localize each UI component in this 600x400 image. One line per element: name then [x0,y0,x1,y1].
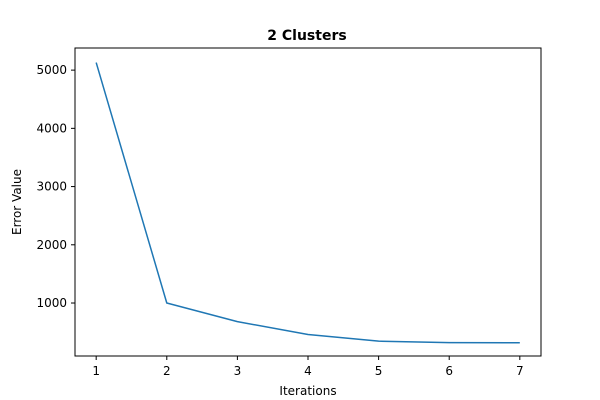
y-tick-label: 2000 [36,238,67,252]
x-tick-label: 4 [304,364,312,378]
x-axis-label: Iterations [279,384,336,398]
plot-area [75,48,541,356]
x-tick-label: 3 [234,364,242,378]
x-tick-label: 6 [445,364,453,378]
y-axis-label: Error Value [10,169,24,235]
axis-ticks: 1 2 3 4 5 6 7 1000 2000 3000 4000 5000 [36,63,523,378]
x-tick-label: 1 [92,364,100,378]
y-tick-label: 3000 [36,180,67,194]
series-group [95,62,520,344]
y-tick-label: 4000 [36,121,67,135]
x-tick-label: 7 [516,364,524,378]
x-tick-label: 2 [163,364,171,378]
y-tick-label: 5000 [36,63,67,77]
plot-frame [74,47,542,357]
y-tick-label: 1000 [36,296,67,310]
series-line [95,62,520,344]
x-tick-label: 5 [375,364,383,378]
chart-title: 2 Clusters [267,28,346,44]
